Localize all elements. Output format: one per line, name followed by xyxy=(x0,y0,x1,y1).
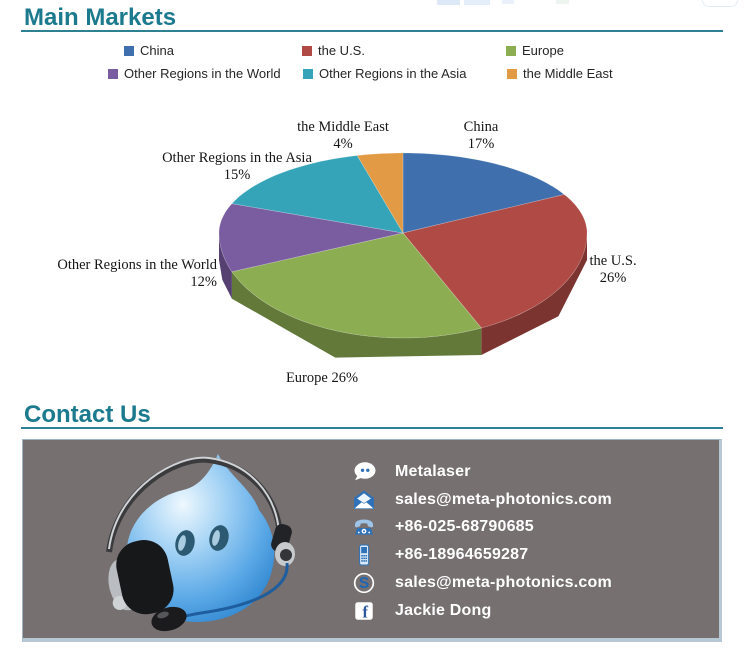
pie-data-label: China 17% xyxy=(463,119,499,152)
legend-label: the U.S. xyxy=(318,43,365,58)
legend-swatch xyxy=(108,68,118,79)
legend-label: the Middle East xyxy=(523,66,613,81)
telephone-number: +86-025-68790685 xyxy=(395,518,534,536)
legend-label: China xyxy=(140,43,174,58)
legend-label: Other Regions in the Asia xyxy=(319,66,467,81)
legend-item: China xyxy=(124,43,174,58)
mascot-eyes xyxy=(175,525,229,556)
cropped-toolbar-remnant xyxy=(437,0,460,5)
pie-slice-4 xyxy=(218,203,404,273)
email-icon xyxy=(351,488,377,512)
pie-slice-side xyxy=(219,233,232,299)
contact-row-facebook: f Jackie Dong xyxy=(351,597,612,625)
legend-item: the Middle East xyxy=(507,66,613,81)
svg-text:S: S xyxy=(359,575,369,592)
legend-item: the U.S. xyxy=(302,43,365,58)
legend-label: Other Regions in the World xyxy=(124,66,281,81)
legend-item: Other Regions in the World xyxy=(108,66,281,81)
pie-data-label: Other Regions in the World 12% xyxy=(57,257,217,290)
contact-row-telephone: +86-025-68790685 xyxy=(351,514,612,542)
contact-row-skype: S sales@meta-photonics.com xyxy=(351,569,612,597)
legend-item: Europe xyxy=(506,43,564,58)
pie-slice-1 xyxy=(402,152,565,234)
pie-slice-6 xyxy=(356,152,404,235)
facebook-icon: f xyxy=(351,600,377,622)
legend-swatch xyxy=(124,45,134,56)
contact-row-company: Metalaser xyxy=(351,458,612,486)
chat-bubble-icon xyxy=(351,460,377,484)
pie-slice-3 xyxy=(231,232,482,339)
pie-data-label: Other Regions in the Asia 15% xyxy=(162,150,312,183)
cropped-toolbar-remnant xyxy=(464,0,490,5)
legend-item: Other Regions in the Asia xyxy=(303,66,466,81)
main-markets-title: Main Markets xyxy=(24,4,177,31)
pie-chart xyxy=(218,152,588,358)
pie-data-label: the U.S. 26% xyxy=(589,253,637,286)
contact-card: Metalaser sales@meta-photonics.com xyxy=(22,439,722,642)
contact-us-rule xyxy=(21,427,723,429)
email-address: sales@meta-photonics.com xyxy=(395,490,612,508)
mobile-number: +86-18964659287 xyxy=(395,546,529,564)
pie-slice-side xyxy=(231,271,482,358)
pie-slice-5 xyxy=(231,155,404,234)
cropped-toolbar-remnant xyxy=(502,0,514,4)
pie-data-label: the Middle East 4% xyxy=(297,119,389,152)
pie-slice-side xyxy=(481,233,587,355)
blue-headset-mascot-icon xyxy=(106,454,295,632)
contact-info-list: Metalaser sales@meta-photonics.com xyxy=(351,458,612,625)
svg-text:f: f xyxy=(363,602,369,621)
contact-row-mobile: +86-18964659287 xyxy=(351,541,612,569)
company-name: Metalaser xyxy=(395,462,471,480)
legend-swatch xyxy=(507,68,517,79)
facebook-contact-name: Jackie Dong xyxy=(395,601,492,619)
telephone-icon xyxy=(351,515,377,539)
cropped-toolbar-remnant xyxy=(556,0,569,4)
mobile-phone-icon xyxy=(351,543,377,567)
skype-id: sales@meta-photonics.com xyxy=(395,574,612,592)
legend-swatch xyxy=(302,45,312,56)
skype-icon: S xyxy=(351,571,377,595)
pie-data-label: Europe 26% xyxy=(285,370,359,386)
contact-us-title: Contact Us xyxy=(24,401,151,428)
main-markets-rule xyxy=(21,30,723,32)
legend-swatch xyxy=(506,45,516,56)
pie-slice-2 xyxy=(402,194,588,329)
legend-label: Europe xyxy=(522,43,564,58)
legend-swatch xyxy=(303,68,313,79)
contact-row-email: sales@meta-photonics.com xyxy=(351,486,612,514)
